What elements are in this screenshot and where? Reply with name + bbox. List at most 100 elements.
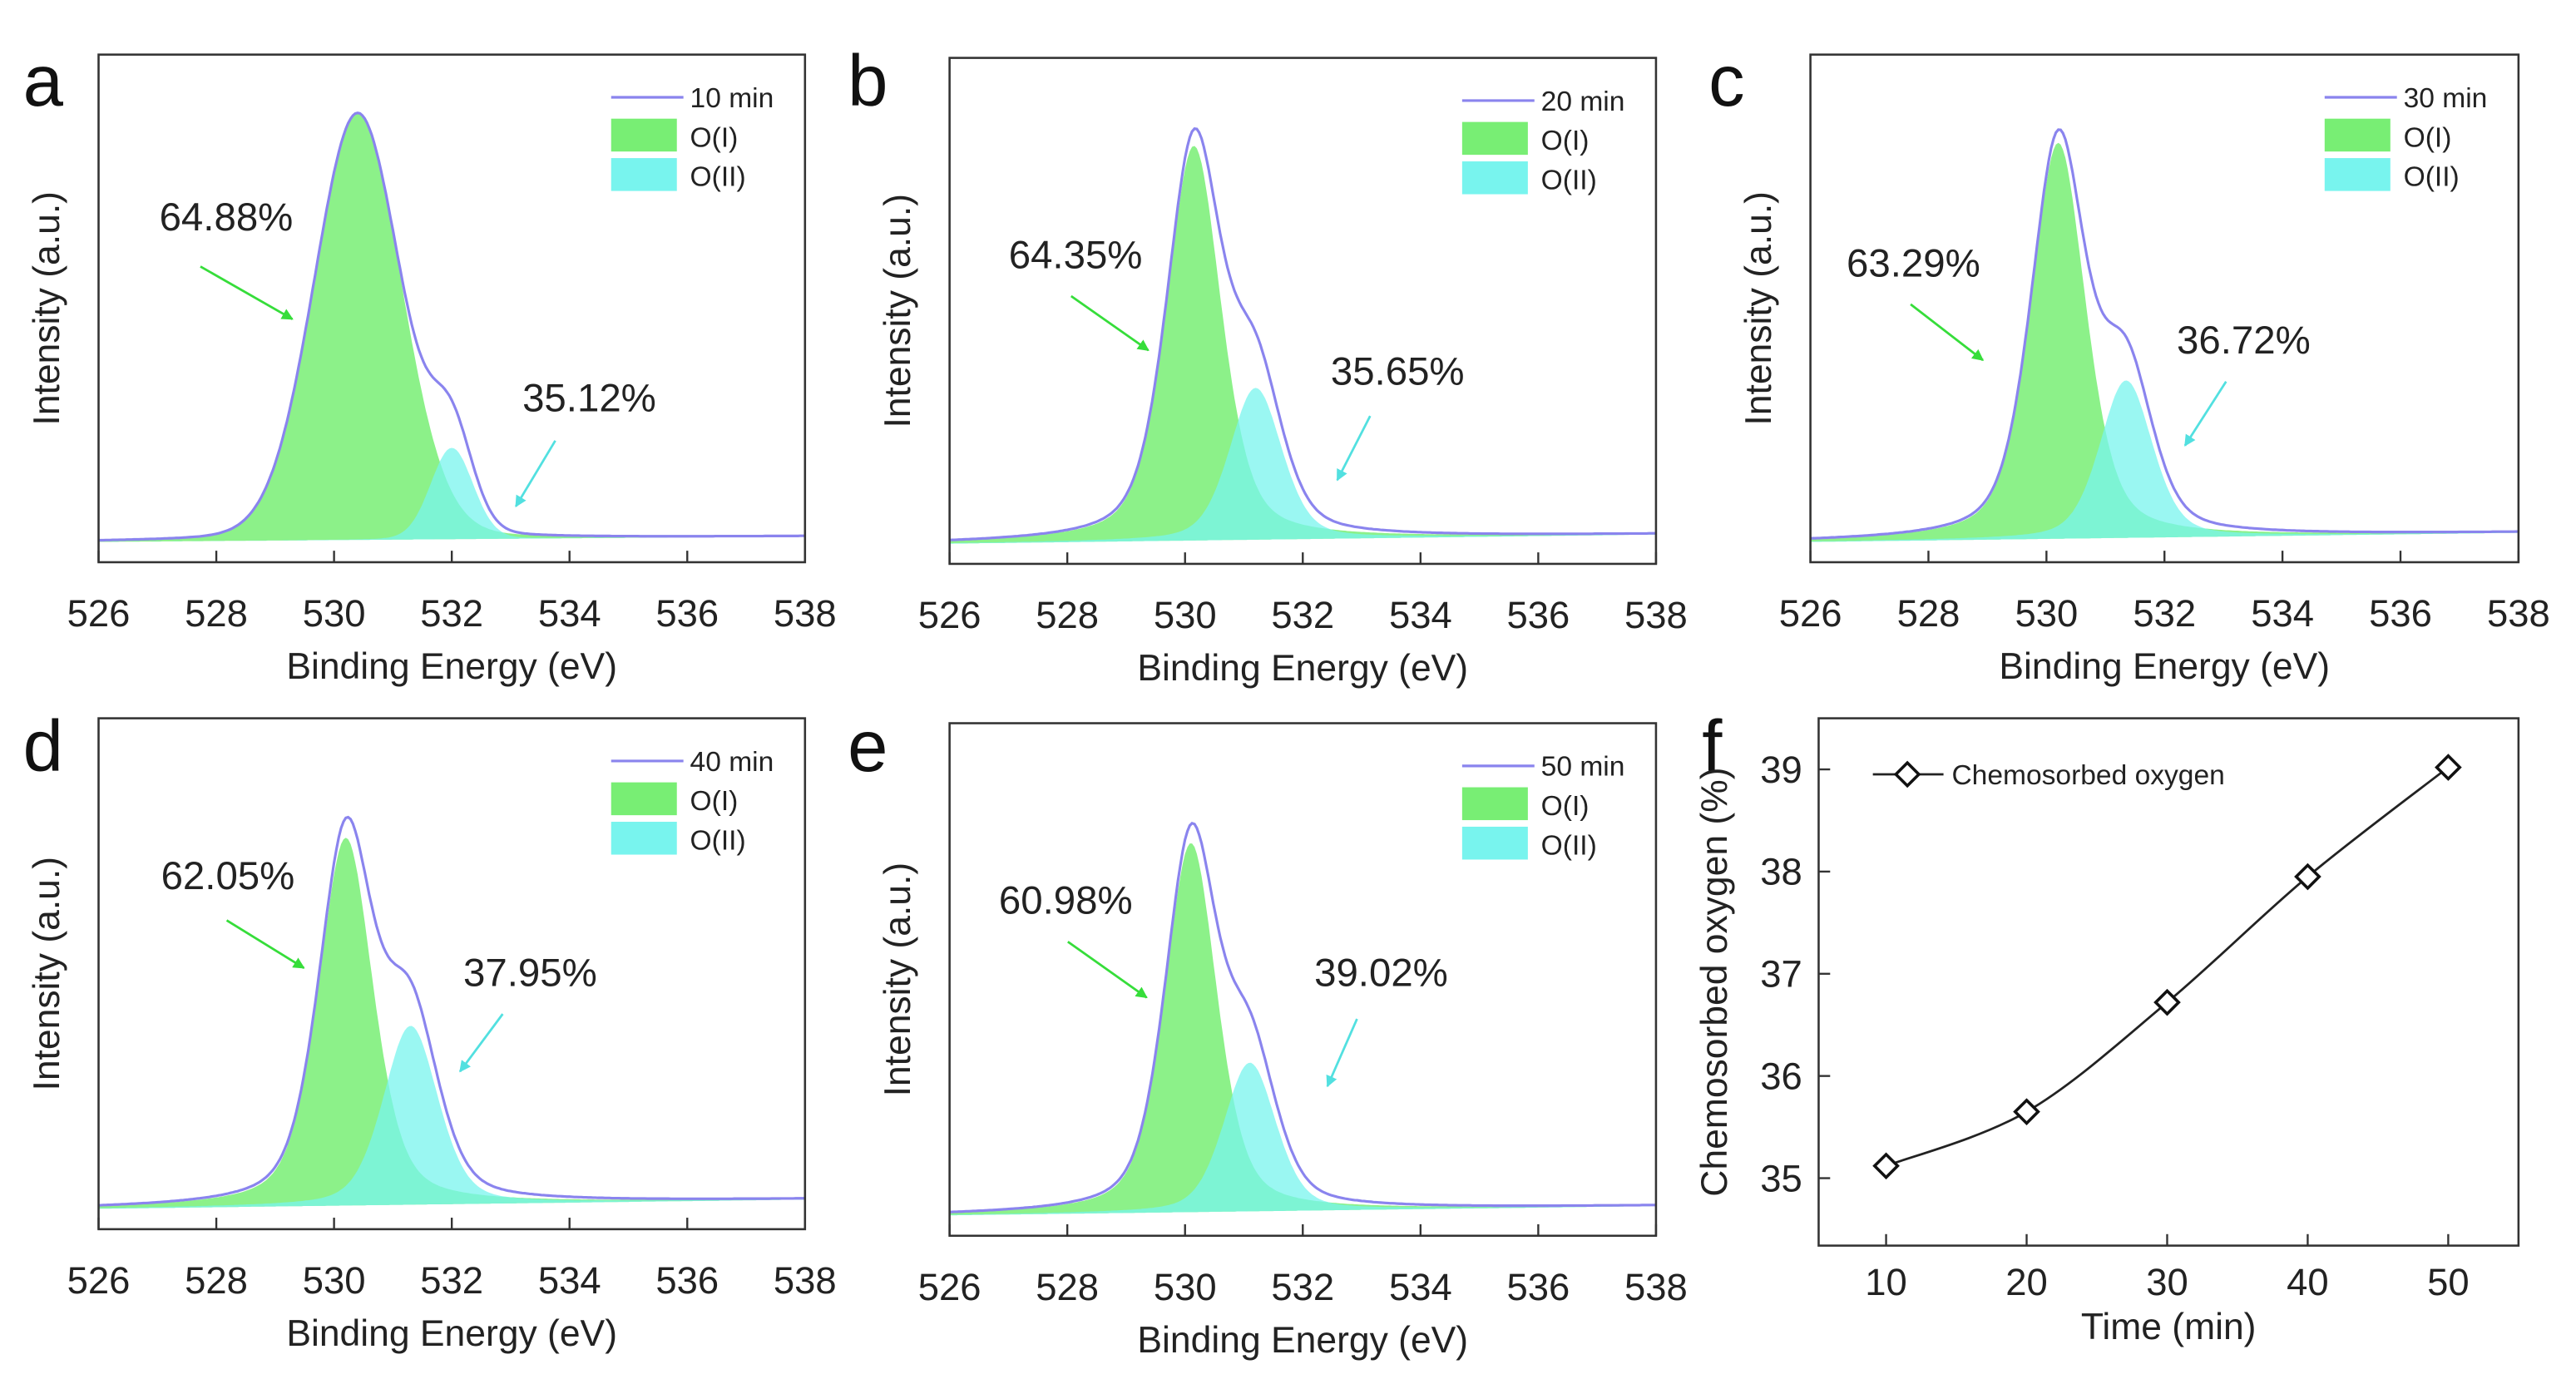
o1-peak-fill [949, 146, 1656, 544]
x-tick-label: 526 [918, 594, 981, 636]
legend-label: O(I) [2404, 122, 2452, 153]
legend-o1-swatch [611, 782, 677, 816]
data-point-marker [2013, 1098, 2040, 1125]
annotation-arrow [1326, 1018, 1358, 1088]
legend-label: O(I) [690, 786, 739, 817]
plot-area [1810, 128, 2519, 542]
data-point-marker [2294, 863, 2321, 891]
x-tick-label: 534 [538, 1259, 601, 1302]
y-tick-label: 35 [1760, 1157, 1802, 1199]
x-tick-label: 40 [2287, 1261, 2329, 1303]
data-point-marker [2153, 988, 2181, 1016]
annotation-arrow [1336, 415, 1372, 482]
x-tick-label: 532 [1271, 1266, 1334, 1308]
x-tick-label: 10 [1865, 1261, 1907, 1303]
x-tick-label: 538 [774, 592, 837, 635]
x-tick-label: 534 [1389, 594, 1452, 636]
legend-label: O(II) [1541, 831, 1597, 862]
x-tick-label: 528 [1036, 1266, 1099, 1308]
annotation-arrow [1070, 294, 1150, 352]
legend-marker [1893, 760, 1921, 788]
panel-b: b 526 528 530 532 534 536 538 Binding Energy (eV… [848, 41, 1688, 689]
x-tick-label: 528 [185, 592, 248, 635]
legend-label: 40 min [690, 747, 774, 778]
x-tick-label: 536 [1506, 1266, 1570, 1308]
x-axis-label: Binding Energy (eV) [286, 646, 617, 687]
panel-letter: f [1702, 706, 1723, 787]
o2-peak-fill [98, 447, 805, 542]
x-tick-label: 530 [303, 1259, 366, 1302]
annotation-arrow [200, 265, 294, 320]
legend-label: 30 min [2404, 83, 2488, 114]
percent-annotation: 62.05% [161, 854, 295, 898]
panel-letter: c [1708, 41, 1744, 121]
x-tick-label: 538 [2487, 592, 2550, 635]
legend-o1-swatch [2324, 118, 2391, 152]
annotation-arrow [458, 1013, 504, 1073]
y-axis-label: Chemosorbed oxygen (%) [1694, 768, 1735, 1197]
legend-o1-swatch [1461, 787, 1528, 821]
x-tick-label: 536 [655, 592, 719, 635]
x-tick-label: 536 [2369, 592, 2432, 635]
plot-area [98, 815, 805, 1209]
x-tick-label: 532 [420, 1259, 483, 1302]
legend-label: 10 min [690, 83, 774, 114]
x-axis-label: Binding Energy (eV) [1999, 646, 2330, 687]
legend-label: 20 min [1541, 86, 1625, 117]
legend-o1-swatch [611, 118, 677, 152]
annotation-arrow [1910, 303, 1985, 362]
x-tick-label: 538 [774, 1259, 837, 1302]
x-tick-label: 538 [1624, 1266, 1688, 1308]
percent-annotation: 60.98% [999, 879, 1133, 923]
annotation-arrow [1067, 941, 1148, 999]
legend-label: O(I) [1541, 126, 1590, 156]
x-tick-label: 532 [1271, 594, 1334, 636]
x-tick-label: 534 [538, 592, 601, 635]
x-tick-label: 50 [2427, 1261, 2470, 1303]
x-tick-label: 526 [67, 1259, 131, 1302]
legend-o2-swatch [1461, 161, 1528, 195]
percent-annotation: 35.12% [522, 376, 656, 420]
data-point-marker [2435, 754, 2462, 781]
plot-area [98, 111, 805, 542]
x-tick-label: 528 [1036, 594, 1099, 636]
annotation-arrow [515, 440, 556, 507]
x-tick-label: 530 [1154, 1266, 1217, 1308]
panel-letter: d [23, 706, 63, 787]
x-tick-label: 530 [2015, 592, 2078, 635]
panel-letter: a [23, 41, 64, 121]
legend-label: O(II) [690, 826, 746, 857]
percent-annotation: 39.02% [1314, 952, 1448, 996]
envelope-line [949, 822, 1656, 1213]
x-axis-label: Binding Energy (eV) [286, 1313, 617, 1354]
y-tick-label: 38 [1760, 851, 1802, 893]
series-line [1886, 766, 2450, 1168]
y-axis-label: Intensity (a.u.) [27, 191, 67, 426]
envelope-line [1810, 128, 2519, 540]
percent-annotation: 63.29% [1847, 241, 1980, 285]
x-tick-label: 30 [2146, 1261, 2188, 1303]
legend-o2-swatch [2324, 158, 2391, 191]
legend-o2-swatch [611, 822, 677, 855]
o2-peak-fill [949, 1062, 1656, 1216]
panel-d: d 526 528 530 532 534 536 538 Binding Energy (eV… [23, 706, 837, 1354]
envelope-line [949, 127, 1656, 541]
legend-label: Chemosorbed oxygen [1951, 760, 2224, 791]
panel-e: e 526 528 530 532 534 536 538 Binding Energy (eV… [848, 706, 1688, 1361]
x-tick-label: 532 [420, 592, 483, 635]
percent-annotation: 64.35% [1009, 233, 1143, 277]
x-tick-label: 530 [1154, 594, 1217, 636]
panel-letter: b [848, 41, 888, 121]
envelope-line [98, 815, 805, 1207]
plot-area [949, 822, 1656, 1216]
legend-o2-swatch [1461, 826, 1528, 860]
x-tick-label: 20 [2005, 1261, 2048, 1303]
legend-label: O(II) [2404, 162, 2460, 193]
x-axis-label: Binding Energy (eV) [1137, 648, 1468, 689]
percent-annotation: 37.95% [463, 952, 597, 996]
plot-frame [1817, 717, 2520, 1247]
data-point-marker [1872, 1152, 1900, 1180]
y-axis-label: Intensity (a.u.) [878, 194, 918, 428]
annotation-arrow [2183, 380, 2227, 447]
